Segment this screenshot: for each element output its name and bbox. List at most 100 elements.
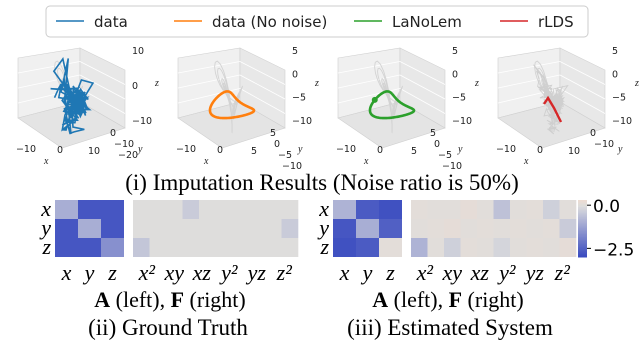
pane-floor: [177, 101, 286, 149]
x-tick-label: 5: [411, 146, 417, 157]
f-col-label: xz: [192, 260, 212, 285]
y-axis-label: y: [297, 144, 303, 155]
colorbar-segment: [578, 204, 587, 207]
colorbar-segment: [578, 219, 587, 222]
f-cell: [232, 219, 249, 238]
y-axis-label: y: [137, 144, 143, 155]
caption-estimated: (iii) Estimated System: [347, 315, 553, 340]
grid-line: [399, 74, 446, 100]
z-tick-label: 0: [292, 69, 298, 80]
a-cell: [101, 219, 124, 238]
grid-line: [399, 88, 446, 114]
a-cell: [55, 238, 78, 257]
x-tick-label: 0: [377, 145, 383, 156]
f-cell: [543, 238, 560, 257]
legend: data data (No noise) LaNoLem rLDS: [45, 5, 589, 38]
f-cell: [149, 200, 167, 219]
x-tick-label: −10: [16, 144, 36, 155]
a-col-label: x: [61, 260, 72, 285]
caption-imputation: (i) Imputation Results (Noise ratio is 5…: [125, 170, 519, 195]
f-cell: [199, 238, 216, 257]
f-col-label: y²: [219, 260, 238, 285]
grid-line: [337, 74, 401, 89]
z-tick-label: −5: [292, 93, 306, 104]
f-cell: [559, 219, 577, 238]
f-col-label: xy: [441, 260, 462, 285]
colorbar-segment: [578, 217, 587, 220]
f-cell: [265, 219, 282, 238]
colorbar-segment: [578, 244, 587, 247]
x-tick-label: 5: [251, 146, 257, 157]
grid-line: [17, 61, 81, 74]
colorbar-segment: [578, 232, 587, 235]
grid-line: [79, 74, 126, 100]
matrices-label-right: A (left), F (right): [372, 287, 524, 312]
x-tick-label: 10: [88, 146, 100, 157]
f-cell: [477, 200, 494, 219]
f-cell: [248, 238, 266, 257]
series-line-rlds: [543, 95, 563, 123]
background-trajectory: [214, 60, 243, 134]
z-axis-label: z: [634, 78, 639, 89]
f-cell: [427, 200, 445, 219]
f-cell: [411, 200, 428, 219]
f-cell: [526, 238, 544, 257]
z-tick-label: 5: [612, 46, 618, 57]
grid-line: [79, 61, 126, 85]
f-cell: [444, 200, 461, 219]
colorbar-segment: [578, 237, 587, 239]
f-col-label: xy: [163, 260, 184, 285]
colorbar-segment: [578, 251, 587, 254]
a-cell: [379, 219, 402, 238]
z-tick-label: 0: [452, 69, 458, 80]
z-tick-label: −10: [452, 116, 472, 127]
colorbar-segment: [578, 235, 587, 238]
f-cell: [281, 200, 299, 219]
f-col-label: x²: [138, 260, 156, 285]
z-axis-label: z: [314, 78, 319, 89]
x-tick-label: 0: [537, 145, 543, 156]
a-cell: [356, 219, 379, 238]
pane-floor: [337, 101, 446, 149]
legend-label-0: data: [94, 13, 128, 31]
z-tick-label: −10: [132, 116, 152, 127]
x-axis-label: x: [523, 156, 529, 167]
f-cell: [411, 219, 428, 238]
f-cell: [248, 219, 266, 238]
a-col-label: z: [107, 260, 117, 285]
x-tick-label: 0: [217, 145, 223, 156]
f-col-label: z²: [276, 260, 293, 285]
colorbar-segment: [578, 205, 587, 208]
a-cell: [78, 219, 101, 238]
colorbar-segment: [578, 200, 587, 202]
grid-line: [559, 61, 606, 85]
f-cell: [427, 219, 445, 238]
background-trajectory: [374, 60, 403, 134]
colorbar-segment: [578, 214, 587, 217]
f-cell: [477, 238, 494, 257]
f-cell: [477, 219, 494, 238]
grid-line: [559, 88, 606, 114]
a-cell: [55, 219, 78, 238]
x-tick-label: −10: [496, 144, 516, 155]
y-tick-label: −10: [594, 139, 614, 150]
a-cell: [379, 238, 402, 257]
colorbar: 0.0 −2.5: [578, 197, 634, 260]
f-cell: [166, 200, 183, 219]
a-col-label: y: [83, 260, 95, 285]
f-cell: [510, 200, 527, 219]
f-cell: [526, 219, 544, 238]
grid-line: [17, 74, 81, 89]
y-tick-label: 0: [274, 139, 280, 150]
a-cell: [101, 238, 124, 257]
grid-line: [239, 61, 286, 85]
a-cell: [333, 219, 356, 238]
a-cell: [379, 200, 402, 219]
a-cell: [333, 200, 356, 219]
colorbar-segment: [578, 211, 587, 214]
f-col-label: yz: [246, 260, 267, 285]
f-cell: [444, 238, 461, 257]
